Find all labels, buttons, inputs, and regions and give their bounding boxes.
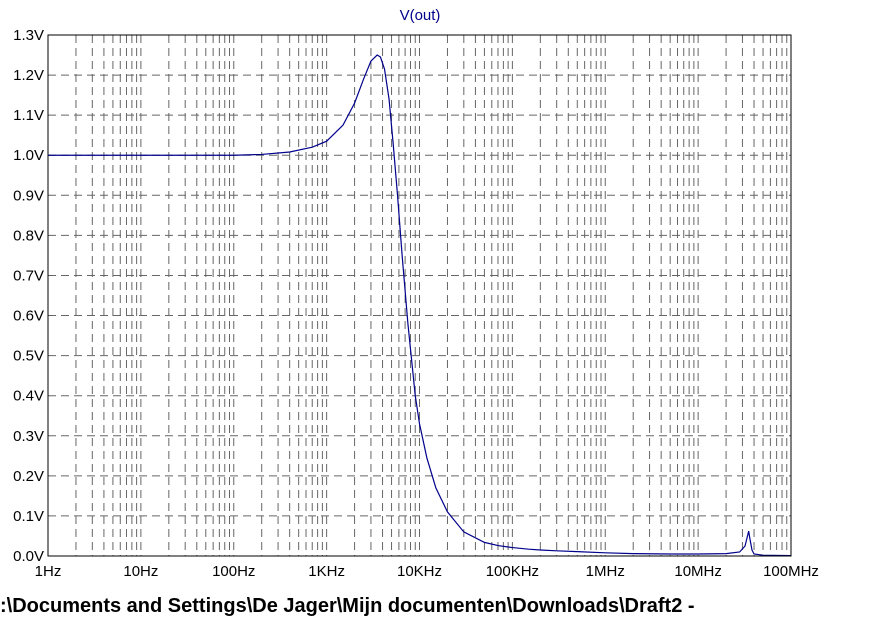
- y-tick-label: 0.0V: [13, 548, 44, 565]
- x-tick-label: 1Hz: [35, 563, 62, 580]
- axis-tick-labels: 1Hz 10Hz 100Hz 1KHz 10KHz 100KHz 1MHz 10MHz 100M…: [13, 27, 819, 580]
- y-tick-label: 0.5V: [13, 348, 44, 365]
- y-tick-label: 0.8V: [13, 227, 44, 244]
- y-tick-label: 0.1V: [13, 508, 44, 525]
- y-tick-label: 1.1V: [13, 107, 44, 124]
- y-tick-label: 0.9V: [13, 187, 44, 204]
- x-tick-label: 1MHz: [586, 563, 625, 580]
- x-tick-label: 100Hz: [212, 563, 255, 580]
- x-tick-label: 100MHz: [763, 563, 819, 580]
- y-tick-label: 1.0V: [13, 147, 44, 164]
- x-tick-label: 1KHz: [308, 563, 345, 580]
- file-path-footer: :\Documents and Settings\De Jager\Mijn d…: [0, 595, 695, 617]
- x-tick-label: 10KHz: [397, 563, 442, 580]
- plot-frame: [47, 34, 792, 557]
- y-tick-label: 1.3V: [13, 27, 44, 44]
- y-tick-label: 0.7V: [13, 267, 44, 284]
- y-tick-label: 0.4V: [13, 388, 44, 405]
- y-tick-label: 1.2V: [13, 67, 44, 84]
- y-tick-label: 0.2V: [13, 468, 44, 485]
- series-label: V(out): [400, 7, 441, 24]
- y-tick-label: 0.3V: [13, 428, 44, 445]
- trace-v-out: [48, 54, 792, 557]
- grid-lines: [48, 35, 791, 556]
- x-tick-label: 100KHz: [486, 563, 539, 580]
- x-tick-label: 10Hz: [123, 563, 158, 580]
- x-tick-label: 10MHz: [674, 563, 722, 580]
- y-tick-label: 0.6V: [13, 308, 44, 325]
